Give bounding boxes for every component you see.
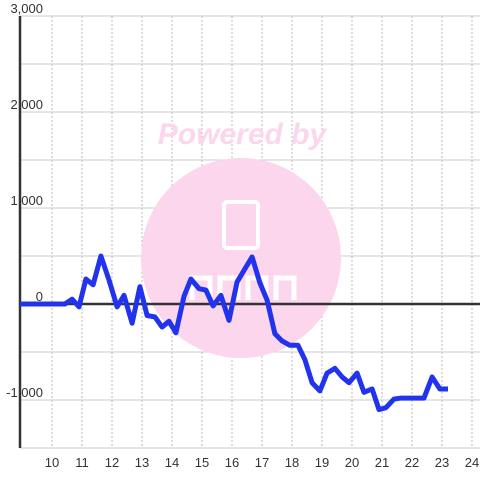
watermark-shape <box>222 200 260 250</box>
x-tick-label: 22 <box>405 455 419 470</box>
watermark-logo <box>141 158 341 358</box>
watermark-shape <box>189 275 297 300</box>
y-tick-label: 0 <box>36 289 43 304</box>
y-tick-label: -1,000 <box>6 385 43 400</box>
x-tick-label: 12 <box>105 455 119 470</box>
x-tick-label: 18 <box>285 455 299 470</box>
x-tick-label: 24 <box>465 455 479 470</box>
x-tick-label: 23 <box>435 455 449 470</box>
x-tick-label: 17 <box>255 455 269 470</box>
x-tick-label: 14 <box>165 455 179 470</box>
x-tick-label: 10 <box>45 455 59 470</box>
y-tick-label: 1,000 <box>10 193 43 208</box>
x-tick-label: 20 <box>345 455 359 470</box>
y-tick-label: 3,000 <box>10 1 43 16</box>
x-tick-label: 21 <box>375 455 389 470</box>
x-tick-label: 11 <box>75 455 89 470</box>
x-tick-label: 19 <box>315 455 329 470</box>
watermark-circle <box>141 158 341 358</box>
watermark-text: Powered by <box>158 118 328 151</box>
data-line <box>19 253 448 413</box>
x-tick-label: 15 <box>195 455 209 470</box>
x-tick-label: 13 <box>135 455 149 470</box>
y-tick-label: 2,000 <box>10 97 43 112</box>
x-tick-label: 16 <box>225 455 239 470</box>
